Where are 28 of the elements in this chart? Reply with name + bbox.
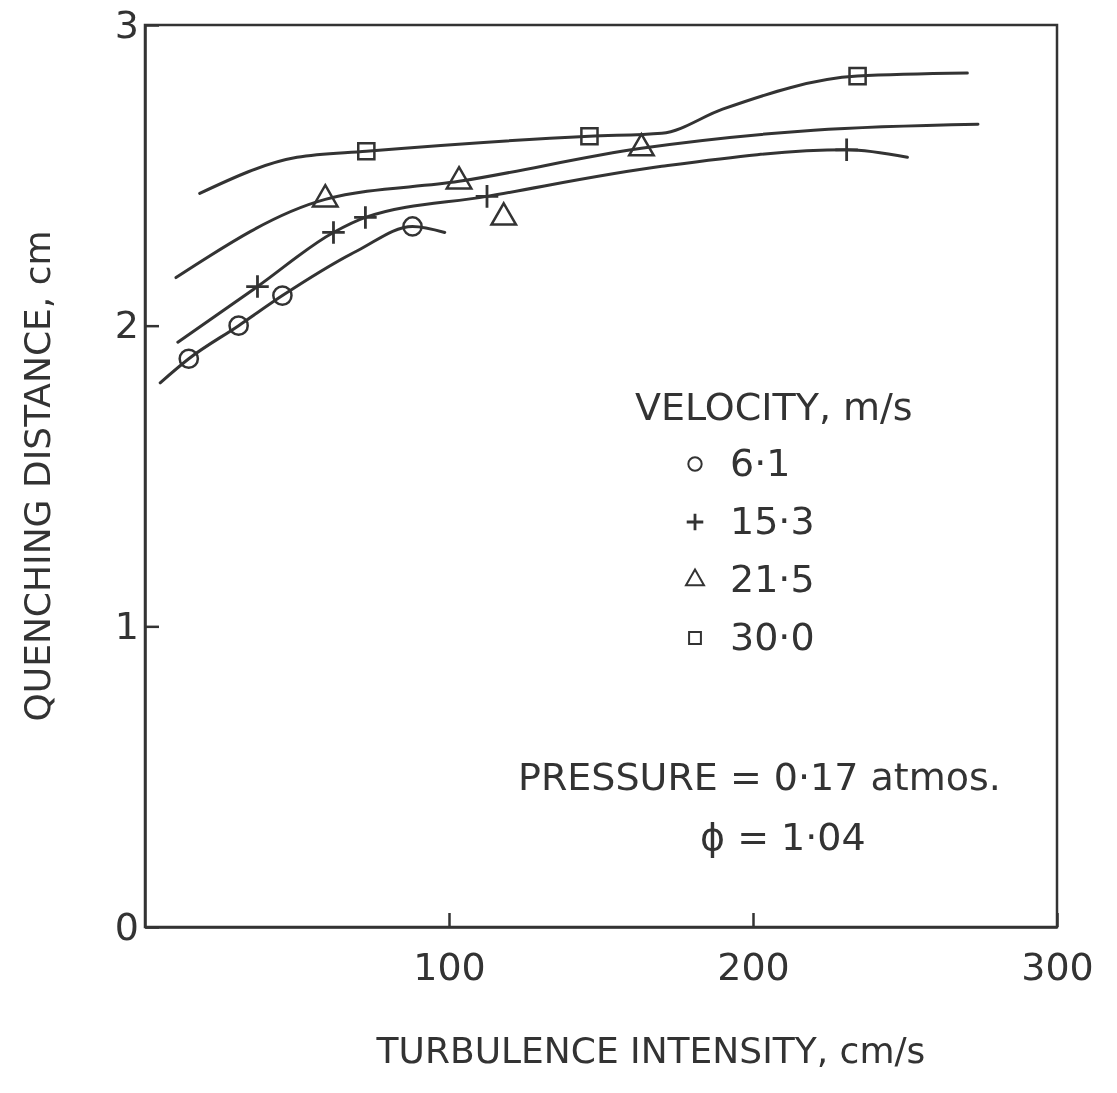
legend-label: 30·0: [730, 615, 815, 659]
legend-label: 6·1: [730, 441, 791, 485]
x-tick-label: 200: [717, 944, 790, 989]
y-tick-label: 2: [114, 303, 139, 348]
point: [402, 216, 423, 237]
x-axis-title: TURBULENCE INTENSITY, cm/s: [375, 1030, 926, 1071]
annotation: ϕ = 1·04: [700, 815, 866, 859]
legend-label: 15·3: [730, 499, 815, 543]
point: [322, 221, 345, 244]
point: [835, 138, 858, 162]
point: [272, 285, 293, 306]
legend-title: VELOCITY, m/s: [635, 385, 913, 429]
x-tick-label: 300: [1021, 944, 1094, 989]
legend-label: 21·5: [730, 557, 815, 601]
annotation: PRESSURE = 0·17 atmos.: [518, 755, 1001, 799]
point: [357, 141, 376, 161]
y-tick-label: 3: [114, 2, 139, 47]
point: [228, 315, 249, 336]
line-series: [174, 122, 980, 280]
point: [848, 66, 867, 86]
point: [178, 348, 200, 370]
y-axis-title: QUENCHING DISTANCE, cm: [17, 230, 58, 722]
point: [354, 206, 377, 229]
point: [580, 126, 599, 146]
point: [246, 275, 269, 298]
x-tick-label: 100: [413, 944, 486, 989]
y-tick-label: 1: [114, 603, 139, 648]
y-tick-label: 0: [114, 904, 139, 949]
